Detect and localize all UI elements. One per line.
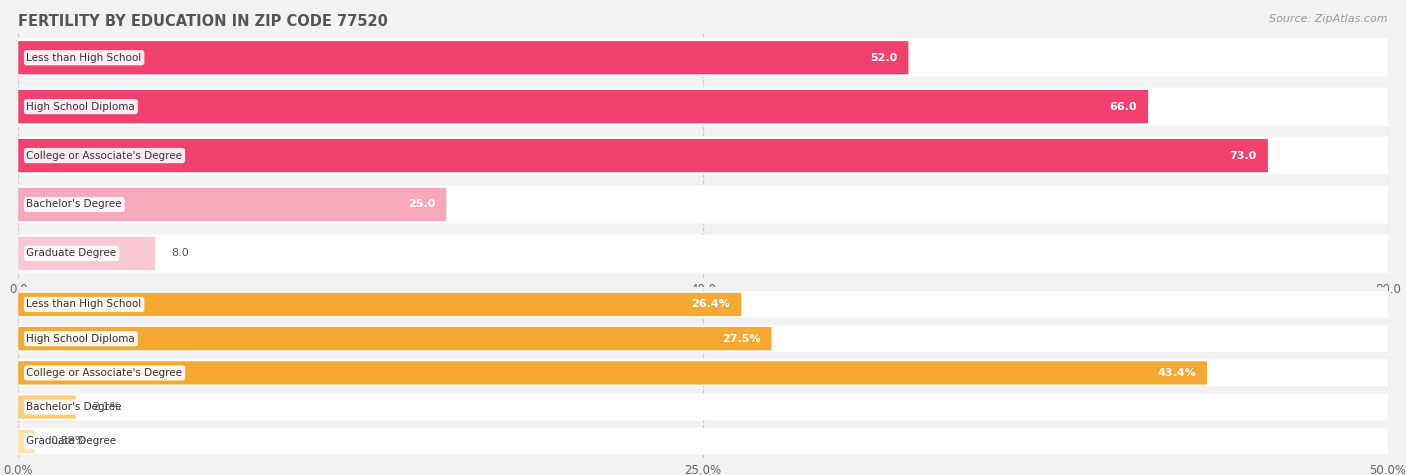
Text: 27.5%: 27.5% xyxy=(723,333,761,344)
FancyBboxPatch shape xyxy=(18,291,1388,318)
FancyBboxPatch shape xyxy=(18,327,772,350)
Text: 8.0: 8.0 xyxy=(172,248,190,258)
FancyBboxPatch shape xyxy=(18,394,1388,420)
Text: Graduate Degree: Graduate Degree xyxy=(27,248,117,258)
Text: Source: ZipAtlas.com: Source: ZipAtlas.com xyxy=(1270,14,1388,24)
FancyBboxPatch shape xyxy=(18,430,34,453)
Text: Less than High School: Less than High School xyxy=(27,299,142,310)
Text: Less than High School: Less than High School xyxy=(27,53,142,63)
Text: 26.4%: 26.4% xyxy=(692,299,730,310)
Text: 2.1%: 2.1% xyxy=(93,402,121,412)
Text: High School Diploma: High School Diploma xyxy=(27,102,135,112)
FancyBboxPatch shape xyxy=(18,234,1388,273)
FancyBboxPatch shape xyxy=(18,361,1206,384)
Text: 43.4%: 43.4% xyxy=(1157,368,1197,378)
Text: FERTILITY BY EDUCATION IN ZIP CODE 77520: FERTILITY BY EDUCATION IN ZIP CODE 77520 xyxy=(18,14,388,29)
FancyBboxPatch shape xyxy=(18,237,155,270)
FancyBboxPatch shape xyxy=(18,136,1388,175)
Text: High School Diploma: High School Diploma xyxy=(27,333,135,344)
Text: 73.0: 73.0 xyxy=(1230,151,1257,161)
Text: 66.0: 66.0 xyxy=(1109,102,1137,112)
Text: Bachelor's Degree: Bachelor's Degree xyxy=(27,200,122,209)
Text: College or Associate's Degree: College or Associate's Degree xyxy=(27,151,183,161)
Text: Graduate Degree: Graduate Degree xyxy=(27,436,117,446)
Text: 25.0: 25.0 xyxy=(408,200,436,209)
FancyBboxPatch shape xyxy=(18,87,1388,126)
FancyBboxPatch shape xyxy=(18,185,1388,224)
FancyBboxPatch shape xyxy=(18,325,1388,352)
Text: 0.58%: 0.58% xyxy=(51,436,86,446)
FancyBboxPatch shape xyxy=(18,90,1149,124)
FancyBboxPatch shape xyxy=(18,38,1388,77)
Text: Bachelor's Degree: Bachelor's Degree xyxy=(27,402,122,412)
FancyBboxPatch shape xyxy=(18,188,446,221)
FancyBboxPatch shape xyxy=(18,139,1268,172)
FancyBboxPatch shape xyxy=(18,396,76,418)
FancyBboxPatch shape xyxy=(18,360,1388,386)
FancyBboxPatch shape xyxy=(18,41,908,75)
FancyBboxPatch shape xyxy=(18,428,1388,455)
FancyBboxPatch shape xyxy=(18,293,741,316)
Text: 52.0: 52.0 xyxy=(870,53,897,63)
Text: College or Associate's Degree: College or Associate's Degree xyxy=(27,368,183,378)
